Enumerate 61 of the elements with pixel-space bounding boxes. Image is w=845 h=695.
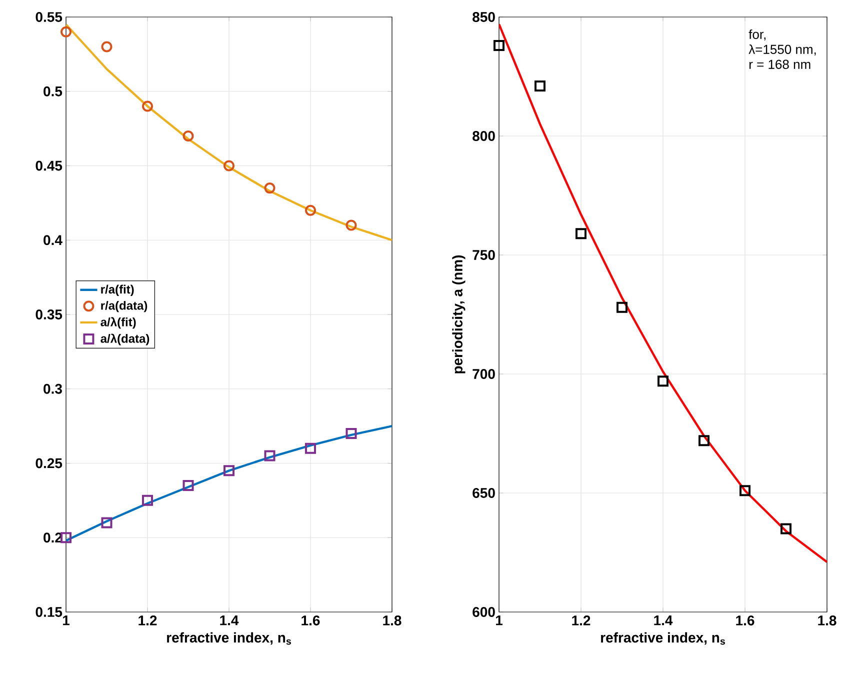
point (182, 130, 194, 142)
y-tick-label: 0.5 (44, 86, 62, 96)
point (264, 182, 276, 194)
y-tick-label: 0.4 (44, 235, 62, 246)
y-tick-label: 0.25 (36, 458, 62, 468)
x-tick-label: 1 (62, 616, 70, 626)
x-tick-label: 1.4 (654, 616, 673, 626)
x-tick-label: 1.8 (818, 616, 836, 626)
line-series (66, 23, 392, 242)
point (101, 517, 112, 528)
point (305, 442, 316, 454)
x-axis-title: refractive index, n$_{s}$ (601, 632, 725, 645)
x-tick-label: 1 (496, 616, 503, 626)
line-series (66, 424, 392, 542)
y-tick-label: 800 (472, 131, 495, 141)
legend-label: a/λ(data) (100, 334, 150, 346)
x-tick-label: 1.2 (572, 616, 590, 626)
point (142, 100, 154, 112)
y-tick-label: 0.3 (44, 384, 62, 394)
point (224, 465, 234, 476)
point (616, 302, 628, 313)
x-tick-label: 1.6 (736, 616, 754, 626)
legend-label: r/a(data) (101, 300, 148, 312)
point (346, 428, 357, 439)
y-tick-label: 750 (472, 250, 495, 260)
point (739, 485, 750, 496)
y-tick-label: 0.45 (36, 160, 62, 171)
point (576, 228, 587, 240)
y-tick-label: 0.15 (36, 607, 62, 617)
y-tick-label: 650 (472, 488, 495, 498)
legend-label: r/a(fit) (101, 284, 134, 296)
point (224, 160, 234, 172)
point (780, 523, 792, 534)
point (698, 435, 710, 446)
y-tick-label: 600 (472, 607, 495, 617)
line-series (499, 23, 827, 564)
y-tick-label: 850 (472, 12, 495, 22)
y-tick-label: 700 (472, 369, 495, 379)
point (658, 376, 669, 387)
point (346, 220, 357, 231)
y-axis-title: periodicity, a (nm) (452, 255, 466, 374)
point (101, 41, 112, 52)
annotation: r = 168 nm (749, 60, 810, 69)
annotation: for, (748, 29, 766, 41)
point (305, 204, 316, 216)
point (264, 450, 276, 462)
point (534, 80, 546, 92)
annotation: λ=1550 nm, (748, 44, 816, 56)
point (60, 532, 72, 544)
x-tick-label: 1.4 (220, 616, 239, 626)
y-tick-label: 0.55 (36, 12, 62, 22)
x-tick-label: 1.2 (138, 616, 157, 626)
x-tick-label: 1.8 (383, 616, 402, 626)
x-tick-label: 1.6 (302, 616, 320, 626)
point (60, 26, 72, 38)
point (494, 40, 505, 52)
legend-label: a/λ(fit) (100, 317, 136, 329)
x-axis-title: refractive index, n$_{s}$ (167, 632, 291, 645)
y-tick-label: 0.35 (36, 310, 62, 320)
point (142, 494, 154, 506)
point (182, 480, 194, 492)
